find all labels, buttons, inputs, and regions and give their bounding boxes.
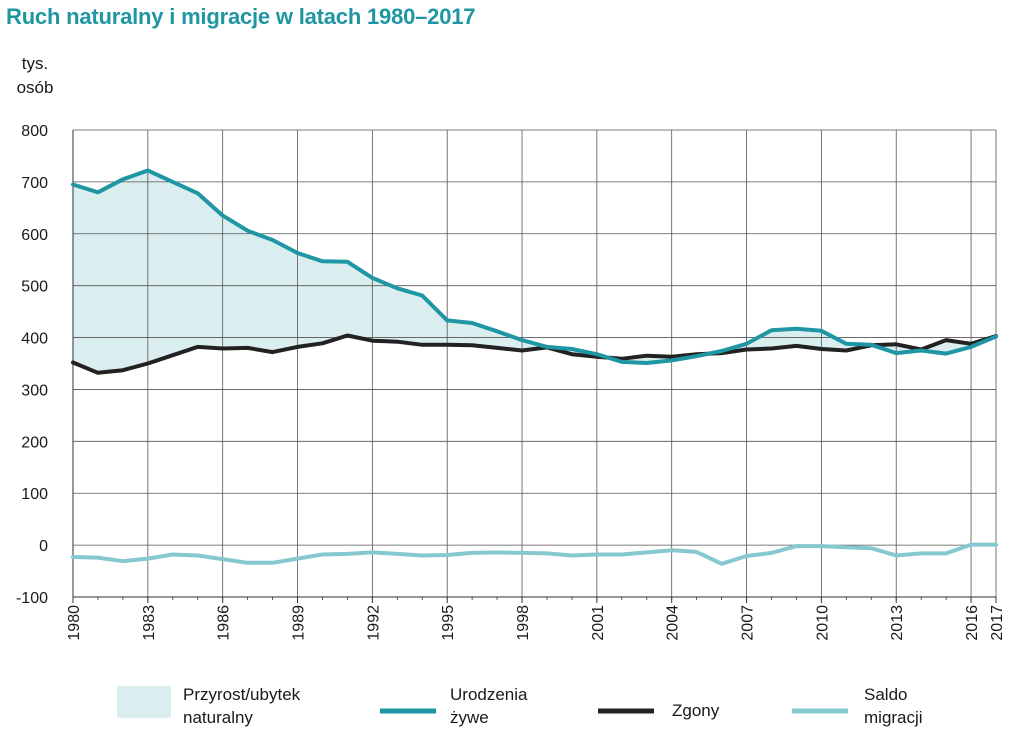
- x-tick-label: 1986: [216, 605, 233, 641]
- legend-label-deaths: Zgony: [672, 701, 720, 720]
- legend-label-births: żywe: [450, 708, 489, 727]
- x-tick-label: 2010: [814, 605, 831, 641]
- series-line-deaths: [71, 333, 998, 375]
- y-tick-label: 600: [21, 227, 48, 244]
- x-tick-label: 1983: [141, 605, 158, 641]
- legend-label-migration: migracji: [864, 708, 923, 727]
- y-tick-label: 100: [21, 486, 48, 503]
- legend-label-births: Urodzenia: [450, 685, 528, 704]
- legend-label-migration: Saldo: [864, 685, 907, 704]
- y-tick-label: 200: [21, 434, 48, 451]
- y-tick-label: 300: [21, 382, 48, 399]
- x-tick-label: 1998: [515, 605, 532, 641]
- x-tick-label: 1980: [66, 605, 83, 641]
- x-tick-label: 2007: [740, 605, 757, 641]
- series-line-migration-balance: [71, 542, 998, 566]
- x-tick-label: 1989: [291, 605, 308, 641]
- y-tick-label: 400: [21, 331, 48, 348]
- y-tick-label: -100: [16, 590, 48, 607]
- x-tick-label: 2004: [665, 605, 682, 641]
- legend-label-area: Przyrost/ubytek: [183, 685, 301, 704]
- legend-swatch-area: [117, 686, 171, 718]
- x-tick-label: 1995: [440, 605, 457, 641]
- y-tick-label: 700: [21, 175, 48, 192]
- x-tick-label: 1992: [365, 605, 382, 641]
- y-axis-label: tys.: [22, 54, 48, 73]
- legend-label-area: naturalny: [183, 708, 253, 727]
- y-axis-label: osób: [17, 78, 54, 97]
- chart-title: Ruch naturalny i migracje w latach 1980–…: [6, 4, 476, 29]
- x-tick-label: 2017: [989, 605, 1006, 641]
- y-tick-label: 800: [21, 123, 48, 140]
- x-tick-label: 2016: [964, 605, 981, 641]
- natural-increase-area: [73, 170, 996, 373]
- y-tick-label: 500: [21, 279, 48, 296]
- x-tick-label: 2013: [889, 605, 906, 641]
- y-tick-label: 0: [39, 538, 48, 555]
- x-tick-label: 2001: [590, 605, 607, 641]
- series-line-births: [71, 168, 998, 365]
